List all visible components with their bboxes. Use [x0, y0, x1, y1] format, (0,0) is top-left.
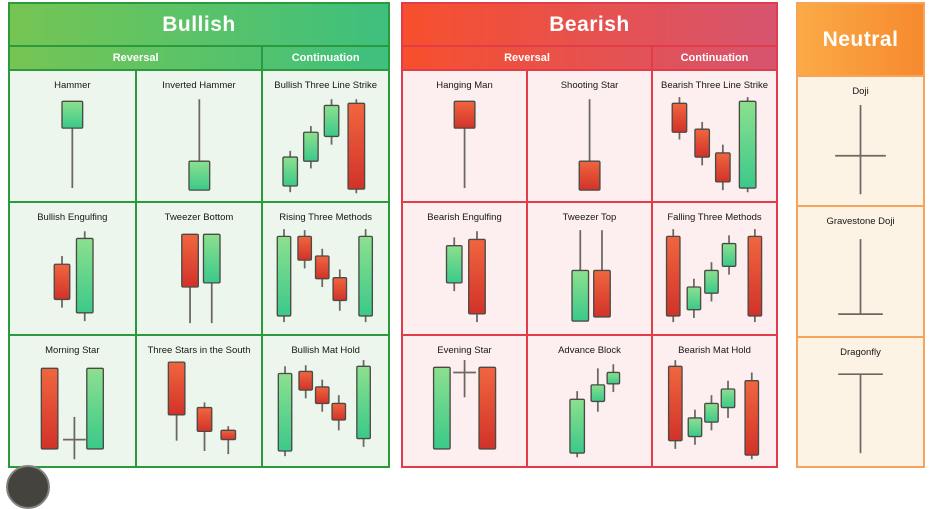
pattern-label: Advance Block [558, 344, 621, 356]
pattern-cell-dragonfly: Dragonfly [798, 337, 923, 466]
pattern-label: Hanging Man [436, 80, 493, 91]
pattern-label: Inverted Hammer [162, 80, 236, 91]
pattern-label: Shooting Star [560, 80, 619, 91]
candlestick-drawing [665, 229, 763, 323]
candlestick-drawing [838, 239, 883, 316]
pattern-label: Bearish Engulfing [427, 212, 502, 224]
candlestick-drawing [276, 229, 374, 323]
pattern-cell-hanging-man: Hanging Man [403, 71, 526, 202]
candlestick-drawing [835, 105, 886, 195]
bearish-header: Bearish [403, 4, 776, 45]
pattern-label: Evening Star [437, 344, 492, 356]
pattern-cell-bearish-three-line-strike: Bearish Three Line Strike [653, 71, 776, 202]
pattern-cell-rising-three-methods: Rising Three Methods [263, 203, 388, 334]
pattern-label: Morning Star [45, 344, 100, 356]
bullish-reversal-subheader: Reversal [10, 47, 262, 69]
pattern-cell-hammer: Hammer [10, 71, 135, 202]
bearish-continuation-subheader: Continuation [653, 47, 776, 69]
bullish-header: Bullish [10, 4, 388, 45]
corner-logo-circle [6, 465, 50, 509]
candlestick-drawing [40, 367, 104, 459]
candlestick-drawing [187, 99, 210, 191]
pattern-label: Bearish Mat Hold [678, 344, 751, 356]
pattern-label: Tweezer Bottom [164, 212, 234, 224]
pattern-cell-tweezer-top: Tweezer Top [528, 203, 651, 334]
candlestick-drawing [277, 359, 372, 456]
pattern-cell-evening-star: Evening Star [403, 335, 526, 466]
pattern-label: Falling Three Methods [667, 212, 762, 224]
pattern-cell-bearish-mat-hold: Bearish Mat Hold [653, 335, 776, 466]
candlestick-drawing [445, 231, 486, 323]
candlestick-drawing [571, 230, 611, 323]
pattern-label: Rising Three Methods [279, 212, 373, 224]
neutral-header: Neutral [798, 4, 923, 75]
pattern-label: Bullish Engulfing [37, 212, 108, 224]
pattern-label: Three Stars in the South [147, 344, 251, 356]
pattern-cell-advance-block: Advance Block [528, 335, 651, 466]
pattern-cell-gravestone-doji: Gravestone Doji [798, 207, 923, 336]
pattern-label: Dragonfly [840, 346, 881, 358]
candlestick-drawing [838, 372, 883, 453]
pattern-label: Doji [852, 86, 869, 97]
pattern-label: Bullish Three Line Strike [274, 80, 378, 91]
candlestick-drawing [282, 99, 366, 194]
pattern-cell-bullish-engulfing: Bullish Engulfing [10, 203, 135, 334]
pattern-cell-tweezer-bottom: Tweezer Bottom [136, 203, 262, 334]
pattern-label: Bullish Mat Hold [291, 344, 360, 356]
candlestick-drawing [61, 100, 84, 189]
candlestick-drawing [667, 359, 760, 459]
pattern-cell-bullish-three-line-strike: Bullish Three Line Strike [263, 71, 388, 202]
neutral-section: Neutral Doji Gravestone Doji Dragonfly [796, 2, 925, 468]
pattern-label: Tweezer Top [562, 212, 617, 224]
pattern-cell-bearish-engulfing: Bearish Engulfing [403, 203, 526, 334]
candlestick-drawing [578, 99, 601, 191]
pattern-cell-bullish-mat-hold: Bullish Mat Hold [263, 335, 388, 466]
pattern-cell-falling-three-methods: Falling Three Methods [653, 203, 776, 334]
bearish-section: Bearish Reversal Continuation Hanging Ma… [401, 2, 778, 468]
candlestick-drawing [569, 363, 621, 457]
pattern-cell-shooting-star: Shooting Star [528, 71, 651, 202]
candlestick-drawing [167, 361, 236, 454]
pattern-cell-inverted-hammer: Inverted Hammer [136, 71, 262, 202]
candlestick-drawing [671, 97, 757, 193]
pattern-cell-doji: Doji [798, 77, 923, 206]
candlestick-drawing [432, 359, 497, 450]
candlestick-drawing [180, 233, 221, 324]
bearish-reversal-subheader: Reversal [403, 47, 651, 69]
pattern-label: Gravestone Doji [826, 216, 895, 228]
bullish-continuation-subheader: Continuation [263, 47, 388, 69]
candlestick-drawing [53, 231, 94, 322]
pattern-cell-morning-star: Morning Star [10, 335, 135, 466]
pattern-label: Bearish Three Line Strike [660, 80, 769, 91]
pattern-cell-three-stars-in-the-south: Three Stars in the South [136, 335, 262, 466]
bullish-section: Bullish Reversal Continuation Hammer Inve… [8, 2, 390, 468]
candlestick-drawing [453, 100, 476, 189]
pattern-label: Hammer [54, 80, 91, 91]
